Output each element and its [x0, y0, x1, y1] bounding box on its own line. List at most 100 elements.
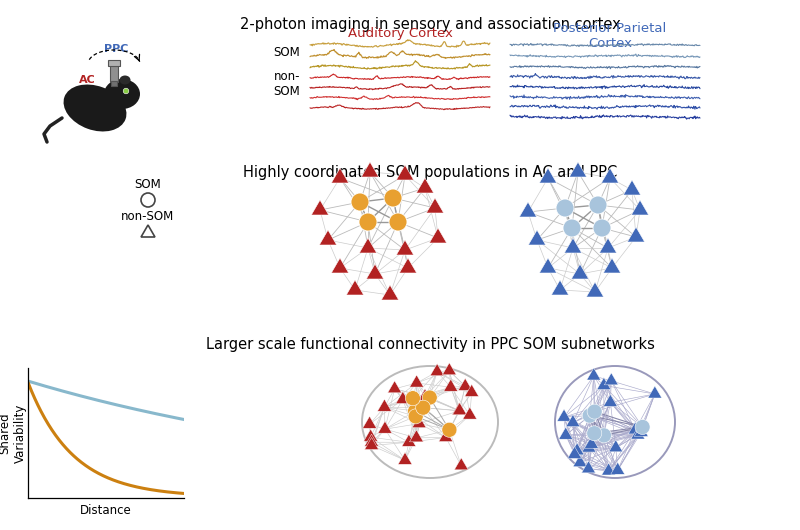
Circle shape: [384, 189, 402, 207]
Polygon shape: [442, 363, 456, 375]
Circle shape: [351, 193, 369, 211]
Polygon shape: [412, 416, 426, 428]
Circle shape: [408, 403, 422, 419]
Polygon shape: [571, 264, 589, 279]
Polygon shape: [566, 414, 580, 427]
Polygon shape: [378, 399, 391, 411]
Polygon shape: [599, 238, 617, 253]
FancyBboxPatch shape: [108, 60, 120, 66]
Ellipse shape: [119, 75, 130, 84]
Polygon shape: [602, 168, 618, 183]
Circle shape: [556, 199, 574, 217]
Polygon shape: [366, 264, 384, 279]
Polygon shape: [648, 386, 662, 398]
Polygon shape: [564, 238, 582, 253]
Polygon shape: [416, 178, 434, 193]
Circle shape: [416, 400, 430, 415]
Polygon shape: [359, 238, 377, 253]
Text: AC: AC: [79, 75, 96, 85]
Polygon shape: [628, 422, 642, 434]
Ellipse shape: [100, 120, 110, 128]
Circle shape: [422, 390, 437, 405]
Polygon shape: [558, 427, 573, 439]
Circle shape: [563, 219, 581, 237]
Polygon shape: [444, 379, 458, 391]
Text: 2-photon imaging in sensory and association cortex: 2-photon imaging in sensory and associat…: [240, 17, 620, 32]
Circle shape: [587, 404, 602, 419]
Circle shape: [582, 408, 597, 423]
Polygon shape: [331, 168, 349, 183]
Text: Posterior Parietal
Cortex: Posterior Parietal Cortex: [554, 22, 666, 50]
Polygon shape: [453, 403, 466, 414]
Text: non-SOM: non-SOM: [122, 209, 174, 223]
Polygon shape: [631, 427, 645, 439]
Ellipse shape: [87, 119, 97, 126]
Text: SOM: SOM: [274, 46, 300, 58]
Polygon shape: [582, 440, 596, 452]
Polygon shape: [631, 200, 649, 215]
Circle shape: [141, 193, 155, 207]
Ellipse shape: [104, 79, 140, 109]
Polygon shape: [627, 227, 645, 242]
Text: SOM: SOM: [134, 179, 162, 191]
Polygon shape: [463, 407, 477, 419]
Polygon shape: [396, 240, 414, 255]
Polygon shape: [609, 440, 622, 452]
Polygon shape: [396, 165, 414, 180]
Text: Highly coordinated SOM populations in AC and PPC: Highly coordinated SOM populations in AC…: [243, 165, 617, 180]
Polygon shape: [603, 258, 621, 273]
Polygon shape: [410, 375, 423, 387]
Polygon shape: [454, 458, 468, 470]
Polygon shape: [551, 280, 569, 295]
Polygon shape: [378, 421, 392, 433]
Text: PPC: PPC: [104, 44, 128, 54]
Polygon shape: [311, 200, 329, 215]
Text: non-
SOM: non- SOM: [274, 70, 300, 98]
Polygon shape: [586, 282, 604, 297]
Circle shape: [593, 219, 611, 237]
Polygon shape: [528, 230, 546, 245]
Polygon shape: [430, 228, 446, 243]
Circle shape: [635, 420, 650, 435]
X-axis label: Distance: Distance: [80, 504, 132, 517]
Circle shape: [442, 422, 457, 437]
Polygon shape: [570, 443, 584, 455]
Polygon shape: [570, 162, 586, 177]
Polygon shape: [586, 368, 601, 380]
Circle shape: [408, 409, 423, 424]
Polygon shape: [539, 258, 557, 273]
Polygon shape: [465, 384, 478, 396]
Polygon shape: [582, 461, 595, 473]
Polygon shape: [398, 452, 412, 464]
Ellipse shape: [110, 119, 120, 127]
FancyBboxPatch shape: [110, 64, 118, 82]
Y-axis label: Shared
Variability: Shared Variability: [0, 403, 26, 463]
Polygon shape: [610, 462, 625, 474]
Polygon shape: [396, 392, 410, 403]
Polygon shape: [597, 377, 611, 390]
Polygon shape: [603, 394, 618, 407]
Polygon shape: [519, 202, 537, 217]
Polygon shape: [452, 403, 466, 415]
Circle shape: [406, 391, 420, 405]
Polygon shape: [539, 168, 557, 183]
Polygon shape: [557, 409, 571, 421]
Circle shape: [123, 88, 129, 94]
FancyBboxPatch shape: [111, 81, 117, 86]
Polygon shape: [331, 258, 349, 273]
Polygon shape: [623, 180, 641, 195]
Polygon shape: [573, 455, 587, 467]
Text: Larger scale functional connectivity in PPC SOM subnetworks: Larger scale functional connectivity in …: [206, 337, 654, 352]
Circle shape: [359, 213, 377, 231]
Polygon shape: [362, 416, 377, 428]
Circle shape: [589, 196, 607, 214]
Polygon shape: [439, 429, 453, 441]
Circle shape: [586, 426, 602, 441]
Polygon shape: [602, 463, 615, 475]
Polygon shape: [399, 258, 417, 273]
Polygon shape: [567, 446, 582, 458]
Polygon shape: [458, 378, 472, 391]
Polygon shape: [365, 437, 378, 449]
Polygon shape: [364, 429, 378, 441]
Polygon shape: [402, 434, 416, 446]
